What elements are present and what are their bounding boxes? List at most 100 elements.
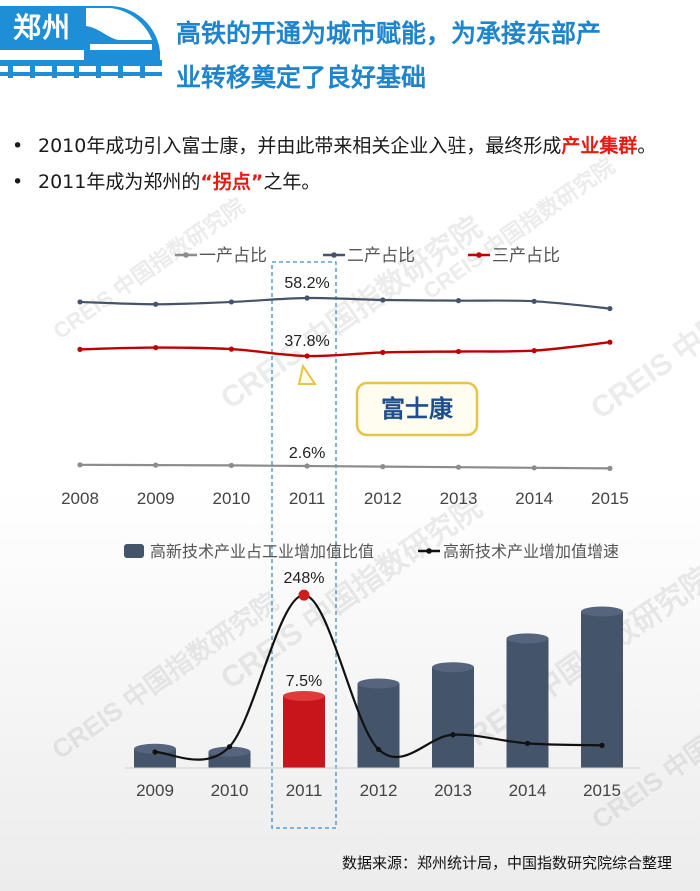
x-tick-label: 2015 xyxy=(583,781,621,800)
data-point xyxy=(455,348,462,355)
x-tick-label: 2012 xyxy=(364,489,402,508)
data-point xyxy=(607,465,613,471)
legend-label: 二产占比 xyxy=(347,246,415,265)
series-line-2 xyxy=(79,296,611,310)
data-point xyxy=(304,463,310,469)
headline-line-2: 业转移奠定了良好基础 xyxy=(176,63,427,92)
legend-marker xyxy=(183,252,189,258)
bar-cap xyxy=(357,678,400,689)
x-tick-label: 2014 xyxy=(509,781,547,800)
data-label: 58.2% xyxy=(284,275,329,292)
x-tick-label: 2015 xyxy=(591,489,629,508)
growth-point xyxy=(375,746,382,752)
data-point xyxy=(380,349,386,355)
legend-marker xyxy=(426,548,432,554)
legend-label: 一产占比 xyxy=(199,246,267,265)
bar-cap xyxy=(134,743,176,754)
growth-point xyxy=(152,749,158,755)
legend-marker xyxy=(331,252,337,258)
bar-cap xyxy=(432,662,474,673)
x-tick-label: 2013 xyxy=(434,781,472,800)
data-point xyxy=(304,295,310,301)
growth-point xyxy=(599,742,605,748)
legend-label: 高新技术产业占工业增加值比值 xyxy=(150,543,374,561)
headline-line-1: 高铁的开通为城市赋能，为承接东部产 xyxy=(176,19,602,48)
bullet-item-1: • 2010年成功引入富士康，并由此带来相关企业入驻，最终形成产业集群。 xyxy=(12,128,692,164)
data-label: 2.6% xyxy=(289,445,325,462)
data-point xyxy=(153,345,159,351)
series-line-1 xyxy=(79,463,610,470)
data-point xyxy=(607,305,613,312)
x-tick-label: 2008 xyxy=(61,489,99,508)
x-tick-label: 2009 xyxy=(137,489,175,508)
bar-cap xyxy=(283,691,325,701)
source-note: 数据来源：郑州统计局，中国指数研究院综合整理 xyxy=(341,854,672,872)
bullet-dot-icon: • xyxy=(12,135,24,157)
watermark-text: CREIS 中国指数研究院 xyxy=(49,193,250,344)
legend-label: 三产占比 xyxy=(492,246,560,265)
bullet-dot-icon: • xyxy=(12,171,24,193)
bar xyxy=(432,667,474,768)
data-point xyxy=(380,297,386,303)
line-chart: 一产占比 二产占比 三产占比 58.2% 37.8% 2.6% 2008 2009 2010 20… xyxy=(61,246,629,508)
growth-point xyxy=(450,732,456,738)
train-icon xyxy=(0,6,162,78)
data-point xyxy=(228,299,234,305)
data-label: 7.5% xyxy=(286,673,322,690)
bullet-list: • 2010年成功引入富士康，并由此带来相关企业入驻，最终形成产业集群。 • 201… xyxy=(12,128,692,200)
city-tag: 郑州 xyxy=(0,6,84,50)
bullet-highlight: “拐点” xyxy=(200,171,264,193)
headline: 高铁的开通为城市赋能，为承接东部产 业转移奠定了良好基础 xyxy=(176,12,686,100)
bar-cap xyxy=(581,606,623,617)
callout-pointer xyxy=(297,363,317,385)
x-tick-label: 2012 xyxy=(360,781,398,800)
bullet-text: 2010年成功引入富士康，并由此带来相关企业入驻，最终形成 xyxy=(38,135,562,157)
x-tick-label: 2014 xyxy=(515,489,553,508)
data-point xyxy=(77,299,83,305)
bar xyxy=(283,696,325,768)
data-point xyxy=(153,462,159,468)
watermark-text: CREIS 中国指数研究院 xyxy=(445,560,700,766)
growth-point xyxy=(298,589,310,601)
data-point xyxy=(531,348,537,354)
x-tick-label: 2010 xyxy=(212,489,250,508)
data-point xyxy=(455,464,462,470)
x-tick-label: 2011 xyxy=(289,489,326,508)
data-label: 248% xyxy=(284,570,325,587)
data-point xyxy=(304,353,310,359)
legend-label: 高新技术产业增加值增速 xyxy=(443,543,619,561)
bullet-item-2: • 2011年成为郑州的“拐点”之年。 xyxy=(12,164,692,200)
data-point xyxy=(153,301,159,307)
callout-box xyxy=(355,381,479,437)
growth-point xyxy=(226,744,233,750)
header-banner: 郑州 xyxy=(0,0,162,84)
x-tick-label: 2013 xyxy=(440,489,478,508)
x-tick-label: 2009 xyxy=(136,781,174,800)
bullet-text-end: 之年。 xyxy=(263,171,321,193)
data-point xyxy=(77,346,83,352)
highlight-2011-box xyxy=(271,261,337,829)
bullet-text: 2011年成为郑州的 xyxy=(38,171,201,193)
growth-point xyxy=(524,740,531,746)
watermark-text: CREIS 中国指数研究院 xyxy=(585,220,700,426)
bullet-text-end: 。 xyxy=(637,135,657,157)
bar xyxy=(506,638,549,768)
bar xyxy=(581,611,623,768)
data-point xyxy=(77,462,83,468)
bar-line-chart: 高新技术产业占工业增加值比值 高新技术产业增加值增速 248% 7.5% 2009 201… xyxy=(124,543,640,800)
data-point xyxy=(228,346,234,352)
foxconn-logo-callout: 富士康 xyxy=(297,363,479,437)
data-point xyxy=(228,462,234,468)
legend-marker xyxy=(476,252,482,258)
data-point xyxy=(455,298,462,304)
data-point xyxy=(531,465,537,471)
legend-swatch xyxy=(124,544,144,558)
data-point xyxy=(380,464,386,470)
x-tick-label: 2010 xyxy=(211,781,249,800)
foxconn-logo-text: 富士康 xyxy=(381,394,454,423)
bullet-highlight: 产业集群 xyxy=(561,135,638,157)
series-line-3 xyxy=(79,341,611,358)
data-point xyxy=(607,339,613,345)
data-point xyxy=(531,298,537,304)
